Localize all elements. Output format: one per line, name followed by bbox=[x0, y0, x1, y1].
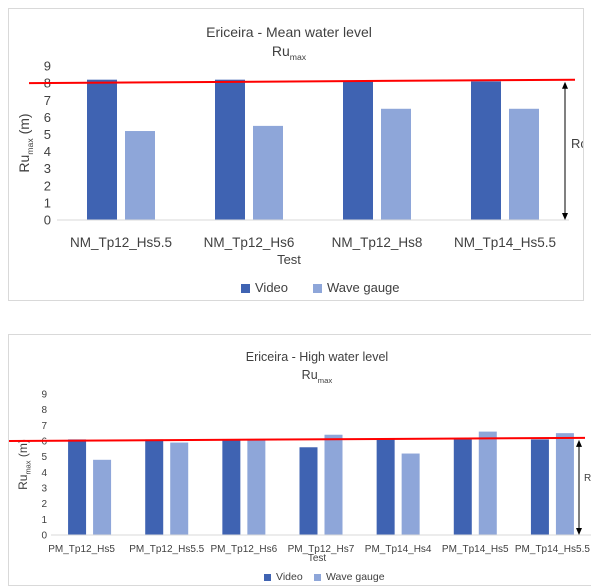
y-tick-label: 5 bbox=[44, 127, 51, 142]
chart-panel-high-water-level: Ericeira - High water level Rumax Rumax (m… bbox=[8, 334, 591, 586]
x-tick-label: PM_Tp14_Hs4 bbox=[365, 544, 432, 555]
x-axis-label: Test bbox=[277, 252, 301, 267]
y-axis-label: Rumax (m) bbox=[16, 113, 35, 172]
x-axis-label: Test bbox=[308, 553, 327, 564]
rc-arrowhead-up bbox=[562, 81, 568, 89]
bar-video bbox=[471, 81, 501, 221]
rc-reference-line bbox=[28, 78, 576, 85]
legend-label-video: Video bbox=[276, 571, 303, 583]
x-tick-label: PM_Tp12_Hs6 bbox=[211, 544, 278, 555]
legend-swatch-wave-gauge bbox=[314, 574, 321, 581]
bar-video bbox=[376, 439, 395, 535]
bar-video bbox=[299, 447, 318, 535]
chart-subtitle: Rumax bbox=[272, 43, 307, 62]
y-tick-label: 4 bbox=[44, 144, 51, 159]
x-tick-label: PM_Tp12_Hs7 bbox=[288, 544, 355, 555]
bar-video bbox=[87, 79, 117, 220]
x-tick-label: NM_Tp12_Hs6 bbox=[204, 235, 295, 250]
bar-video bbox=[215, 79, 245, 220]
bar-wave-gauge bbox=[170, 442, 189, 535]
chart-title: Ericeira - High water level bbox=[246, 350, 388, 364]
y-tick-label: 7 bbox=[41, 421, 47, 432]
y-tick-label: 7 bbox=[44, 93, 51, 108]
y-tick-label: 3 bbox=[41, 484, 47, 495]
bar-video bbox=[530, 439, 549, 535]
y-axis-label-base: Ru bbox=[16, 475, 30, 490]
y-tick-label: 1 bbox=[44, 195, 51, 210]
y-tick-label: 2 bbox=[44, 178, 51, 193]
chart-title: Ericeira - Mean water level bbox=[206, 24, 372, 40]
y-tick-label: 5 bbox=[41, 452, 47, 463]
legend-label-wave-gauge: Wave gauge bbox=[326, 571, 385, 583]
rc-annotation: Rc bbox=[571, 136, 583, 151]
y-axis-label-sub: max bbox=[25, 138, 35, 155]
bar-video bbox=[453, 439, 472, 535]
bar-wave-gauge bbox=[478, 431, 497, 535]
bar-video bbox=[222, 439, 241, 535]
x-tick-label: PM_Tp12_Hs5 bbox=[48, 544, 115, 555]
y-tick-label: 6 bbox=[44, 110, 51, 125]
chart-subtitle-sub: max bbox=[318, 376, 333, 385]
bar-wave-gauge bbox=[555, 433, 574, 535]
y-tick-label: 9 bbox=[41, 390, 47, 401]
chart-subtitle-base: Ru bbox=[302, 368, 318, 382]
rc-reference-line bbox=[9, 436, 586, 442]
y-axis-label-sub: max bbox=[24, 460, 33, 474]
rc-arrowhead-down bbox=[576, 528, 582, 535]
y-tick-label: 6 bbox=[41, 437, 47, 448]
y-axis-label-unit: (m) bbox=[16, 113, 32, 138]
y-tick-label: 3 bbox=[44, 161, 51, 176]
bar-video bbox=[145, 439, 164, 535]
legend-swatch-video bbox=[241, 284, 250, 293]
bar-wave-gauge bbox=[401, 453, 420, 535]
chart-subtitle-sub: max bbox=[290, 52, 307, 62]
x-tick-label: NM_Tp12_Hs8 bbox=[332, 235, 423, 250]
y-axis-label: Rumax (m) bbox=[16, 439, 33, 490]
bar-wave-gauge bbox=[247, 439, 266, 535]
bar-video bbox=[68, 439, 87, 535]
rc-arrowhead-down bbox=[562, 213, 568, 220]
y-tick-label: 0 bbox=[44, 213, 51, 228]
y-tick-label: 4 bbox=[41, 468, 47, 479]
y-axis-label-base: Ru bbox=[16, 155, 32, 173]
chart-panel-mean-water-level: Ericeira - Mean water level Rumax Rumax (m… bbox=[8, 8, 584, 301]
x-tick-label: NM_Tp12_Hs5.5 bbox=[70, 235, 172, 250]
bar-wave-gauge bbox=[509, 108, 539, 220]
rc-annotation: Rc bbox=[584, 473, 591, 484]
x-tick-label: PM_Tp14_Hs5.5 bbox=[515, 544, 590, 555]
y-tick-label: 2 bbox=[41, 499, 47, 510]
chart-subtitle: Rumax bbox=[302, 368, 333, 385]
x-tick-label: PM_Tp14_Hs5 bbox=[442, 544, 509, 555]
y-tick-label: 9 bbox=[44, 59, 51, 74]
y-tick-label: 8 bbox=[41, 405, 47, 416]
legend-label-wave-gauge: Wave gauge bbox=[327, 280, 400, 295]
bar-wave-gauge bbox=[381, 108, 411, 220]
x-tick-label: NM_Tp14_Hs5.5 bbox=[454, 235, 556, 250]
legend-label-video: Video bbox=[255, 280, 288, 295]
y-tick-label: 1 bbox=[41, 515, 47, 526]
bar-wave-gauge bbox=[253, 125, 283, 220]
bar-video bbox=[343, 81, 373, 221]
chart-subtitle-base: Ru bbox=[272, 43, 290, 59]
x-tick-label: PM_Tp12_Hs5.5 bbox=[129, 544, 204, 555]
bar-wave-gauge bbox=[125, 131, 155, 220]
bar-wave-gauge bbox=[93, 459, 112, 535]
y-axis-label-unit: (m) bbox=[16, 439, 30, 460]
legend-swatch-video bbox=[264, 574, 271, 581]
y-tick-label: 0 bbox=[41, 531, 47, 542]
legend-swatch-wave-gauge bbox=[313, 284, 322, 293]
bar-wave-gauge bbox=[324, 434, 343, 535]
rc-arrowhead-up bbox=[576, 439, 582, 447]
